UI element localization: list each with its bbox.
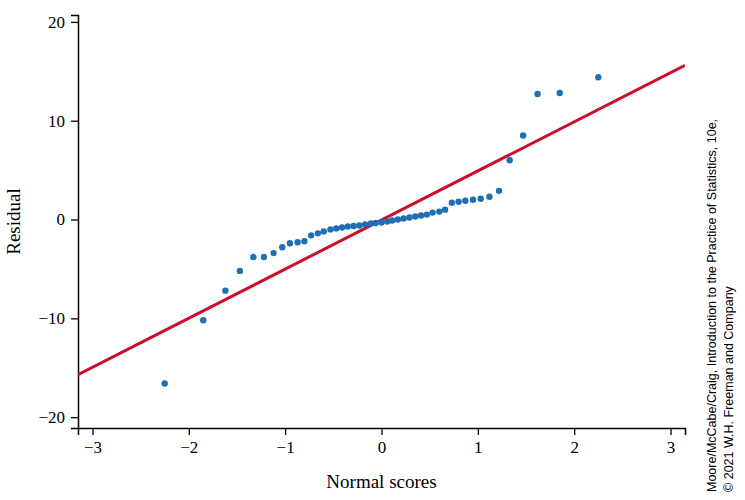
point [486, 194, 492, 200]
point [270, 250, 276, 256]
point [595, 74, 601, 80]
tick-mark [71, 219, 78, 220]
y-axis-title: Residual [3, 188, 24, 255]
point [294, 239, 300, 245]
point [308, 232, 314, 238]
point [462, 198, 468, 204]
point [356, 222, 362, 228]
point [395, 216, 401, 222]
point [250, 254, 256, 260]
tick-mark [285, 428, 286, 435]
chart: −3−2−10123−20−1001020Normal scoresResidu… [0, 0, 745, 500]
point [418, 212, 424, 218]
point [378, 219, 384, 225]
point [534, 91, 540, 97]
tick: 10 [48, 112, 78, 131]
point [320, 228, 326, 234]
x-axis: −3 −2 −1 0 1 2 3 [79, 428, 686, 457]
tick-mark [71, 22, 78, 23]
point [339, 224, 345, 230]
tick-label: −10 [38, 309, 65, 328]
point [373, 220, 379, 226]
point [301, 238, 307, 244]
tick-mark [92, 428, 93, 435]
tick-label: 1 [474, 438, 483, 457]
tick-label: −1 [277, 438, 295, 457]
tick-mark [381, 428, 382, 435]
tick: −10 [38, 309, 78, 328]
point [315, 230, 321, 236]
tick-mark [574, 428, 575, 435]
point [436, 208, 442, 214]
tick-label: −2 [180, 438, 198, 457]
tick: 0 [57, 210, 79, 229]
y-axis: −20 −10 0 10 20 [38, 13, 78, 429]
tick: 20 [48, 13, 78, 32]
plot-area [78, 65, 685, 386]
tick-mark [189, 428, 190, 435]
point [222, 287, 228, 293]
point [520, 132, 526, 138]
tick-label: 20 [48, 13, 65, 32]
point [429, 209, 435, 215]
credit: © 2021 W.H. Freeman and Company [722, 285, 736, 492]
point [261, 254, 267, 260]
point [327, 226, 333, 232]
point [478, 196, 484, 202]
tick-mark [478, 428, 479, 435]
tick-label: 3 [667, 438, 676, 457]
credit: Moore/McCabe/Craig, Introduction to the … [705, 119, 719, 492]
reference-line [78, 65, 685, 374]
point [506, 157, 512, 163]
tick-label: 0 [378, 438, 387, 457]
point [406, 214, 412, 220]
point [345, 223, 351, 229]
point [496, 188, 502, 194]
point [287, 240, 293, 246]
point [412, 213, 418, 219]
tick: −3 [84, 428, 102, 457]
point [442, 206, 448, 212]
axis-line [71, 16, 79, 429]
tick-mark [71, 121, 78, 122]
point [350, 223, 356, 229]
point [333, 225, 339, 231]
axis-line [79, 429, 686, 436]
tick: 2 [570, 428, 579, 457]
point [279, 244, 285, 250]
point [455, 199, 461, 205]
point [362, 221, 368, 227]
point [200, 317, 206, 323]
tick-label: 10 [48, 112, 65, 131]
point [162, 380, 168, 386]
tick-label: −20 [38, 408, 65, 427]
point [424, 211, 430, 217]
point [400, 215, 406, 221]
tick: 0 [378, 428, 387, 457]
tick-label: 2 [570, 438, 579, 457]
tick-mark [670, 428, 671, 435]
tick-label: −3 [84, 438, 102, 457]
point [470, 197, 476, 203]
point [557, 90, 563, 96]
tick: −1 [277, 428, 295, 457]
tick-label: 0 [57, 210, 66, 229]
point [389, 217, 395, 223]
tick: −2 [180, 428, 198, 457]
tick: 3 [667, 428, 676, 457]
tick: 1 [474, 428, 483, 457]
tick: −20 [38, 408, 78, 427]
point [237, 268, 243, 274]
tick-mark [71, 318, 78, 319]
x-axis-title: Normal scores [326, 471, 436, 492]
tick-mark [71, 417, 78, 418]
point [449, 200, 455, 206]
